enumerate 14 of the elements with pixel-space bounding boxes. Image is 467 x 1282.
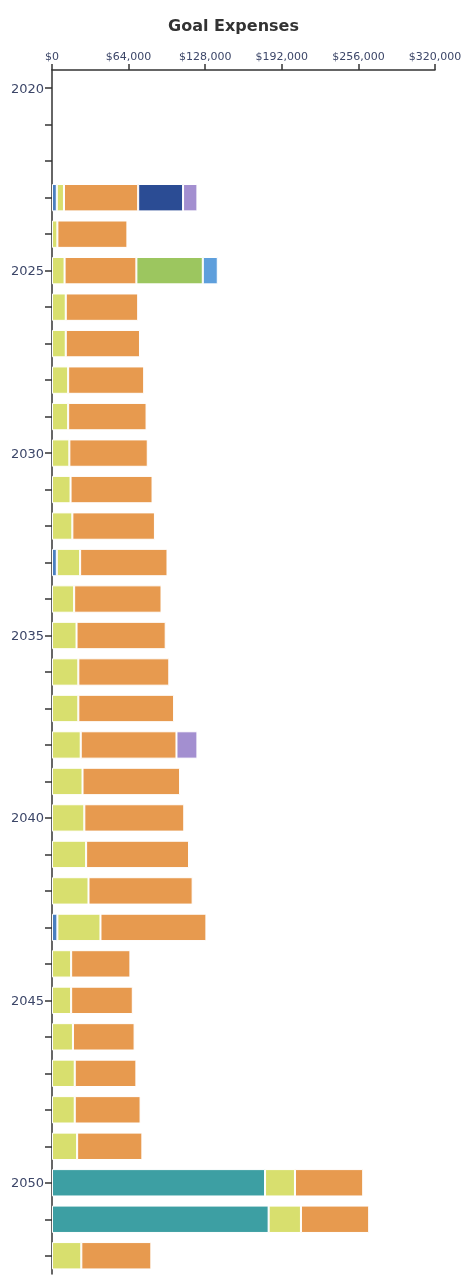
y-tick-label: 2045 xyxy=(10,992,44,1008)
y-tick-label: 2035 xyxy=(10,628,44,644)
x-tick-label: $320,000 xyxy=(408,50,462,63)
x-tick-label: $64,000 xyxy=(105,50,152,63)
x-tick-label: $192,000 xyxy=(255,50,309,63)
y-tick-label: 2040 xyxy=(10,810,44,826)
chart-title: Goal Expenses xyxy=(168,15,299,35)
x-tick-label: $128,000 xyxy=(178,50,232,63)
y-tick-label: 2050 xyxy=(10,1175,44,1191)
y-tick-label: 2020 xyxy=(10,80,44,96)
x-tick-label: $256,000 xyxy=(332,50,385,63)
y-tick-label: 2025 xyxy=(10,263,44,279)
y-tick-label: 2030 xyxy=(10,445,44,461)
x-tick-label: $0 xyxy=(45,50,59,63)
